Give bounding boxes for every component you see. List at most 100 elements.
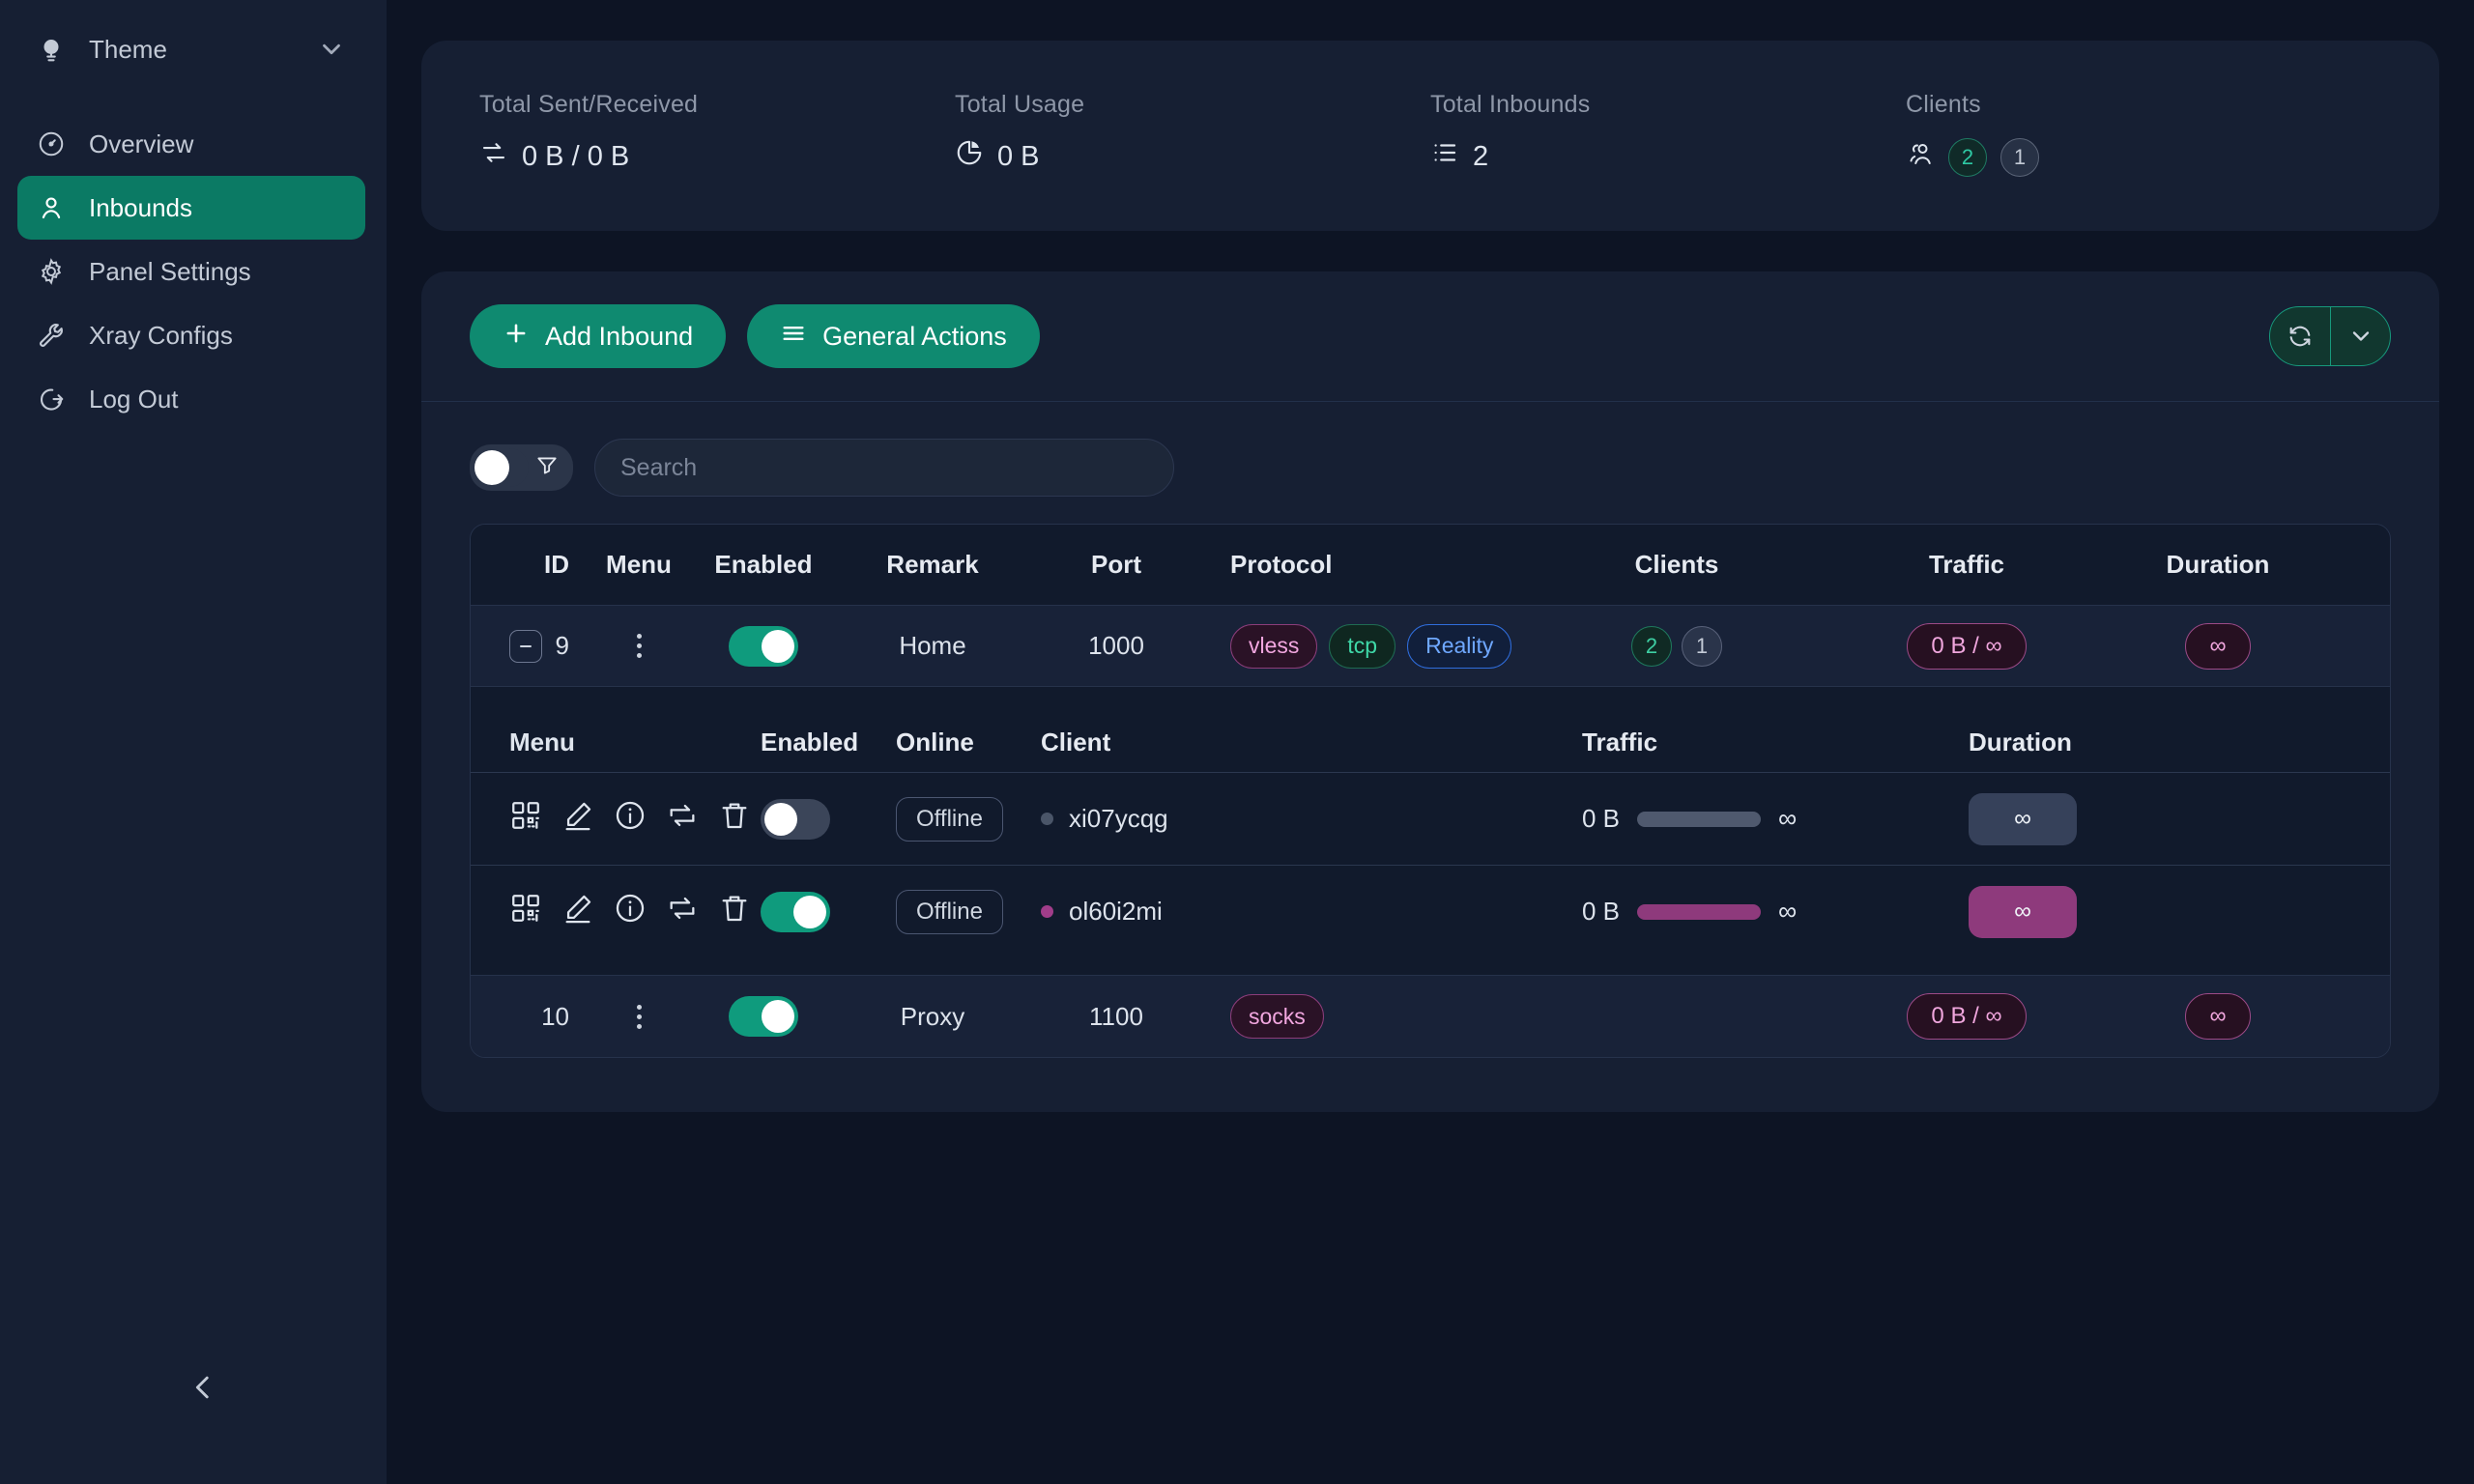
reset-icon[interactable]	[666, 892, 699, 931]
sidebar-item-panel-settings[interactable]: Panel Settings	[17, 240, 365, 303]
table-row[interactable]: 10 Proxy 1100 socks	[471, 976, 2390, 1057]
row-port: 1100	[1089, 1001, 1143, 1031]
row-enabled-cell	[691, 996, 836, 1037]
row-traffic-pill: 0 B / ∞	[1907, 622, 2027, 670]
column-header-port: Port	[1091, 550, 1141, 579]
client-duration-cell: ∞	[1969, 885, 2258, 938]
sidebar-item-xray-configs[interactable]: Xray Configs	[17, 303, 365, 367]
info-circle-icon[interactable]	[614, 799, 647, 839]
client-duration-cell: ∞	[1969, 792, 2258, 845]
sidebar-item-inbounds[interactable]: Inbounds	[17, 176, 365, 240]
client-enabled-cell	[761, 891, 896, 932]
client-row[interactable]: Offline ol60i2mi 0 B ∞	[471, 865, 2390, 957]
edit-pencil-icon[interactable]	[561, 799, 594, 839]
row-traffic-cell: 0 B / ∞	[1822, 622, 2112, 670]
client-status-dot	[1041, 813, 1053, 825]
sidebar: Theme Overview Inbounds Panel Settings	[0, 0, 387, 1484]
stat-value-wrap: 0 B / 0 B	[479, 138, 955, 175]
refresh-icon[interactable]	[2270, 307, 2330, 365]
stat-value-wrap: 2 1	[1906, 138, 2381, 177]
client-actions-cell	[509, 892, 761, 931]
pie-chart-icon	[955, 138, 984, 175]
refresh-dropdown-icon[interactable]	[2330, 307, 2390, 365]
info-circle-icon[interactable]	[614, 892, 647, 931]
sidebar-collapse-button[interactable]	[182, 1366, 224, 1409]
client-traffic-total: ∞	[1778, 897, 1798, 926]
delete-trash-icon[interactable]	[718, 892, 751, 931]
refresh-button-group	[2269, 306, 2391, 366]
kebab-menu-icon[interactable]	[587, 1004, 691, 1029]
client-traffic-bar	[1637, 811, 1762, 827]
minus-square-icon[interactable]	[508, 629, 542, 663]
add-inbound-button[interactable]: Add Inbound	[470, 304, 727, 368]
funnel-icon[interactable]	[534, 453, 560, 483]
stats-card: Total Sent/Received 0 B / 0 B Total Usag…	[421, 41, 2439, 231]
client-status-dot	[1041, 905, 1053, 918]
row-enabled-toggle[interactable]	[729, 625, 798, 667]
sub-table-header-row: Menu Enabled Online Client Traffic Durat…	[471, 712, 2390, 772]
sub-column-header-online: Online	[896, 727, 974, 756]
row-id-cell: 9	[471, 629, 587, 663]
filter-toggle-group[interactable]	[470, 444, 573, 491]
reset-icon[interactable]	[666, 799, 699, 839]
client-online-status: Offline	[896, 796, 1003, 842]
delete-trash-icon[interactable]	[718, 799, 751, 839]
client-traffic-total: ∞	[1778, 804, 1798, 833]
sub-column-header-menu: Menu	[509, 727, 575, 756]
sub-column-header-enabled: Enabled	[761, 727, 859, 756]
client-name-cell: xi07ycqg	[1041, 804, 1582, 834]
row-duration-cell: ∞	[2112, 622, 2324, 670]
client-duration-badge: ∞	[1969, 885, 2077, 938]
column-header-protocol: Protocol	[1230, 550, 1333, 579]
stat-label: Total Inbounds	[1430, 91, 1591, 118]
sidebar-item-label: Xray Configs	[89, 320, 233, 350]
client-enabled-toggle[interactable]	[761, 798, 830, 840]
client-sub-table: Menu Enabled Online Client Traffic Durat…	[471, 687, 2390, 976]
table-header-row: ID Menu Enabled Remark Port Protocol Cli…	[471, 525, 2390, 606]
kebab-menu-icon[interactable]	[587, 634, 691, 658]
client-traffic-bar	[1637, 903, 1762, 920]
protocol-tag: socks	[1230, 994, 1324, 1039]
client-row[interactable]: Offline xi07ycqg 0 B ∞	[471, 772, 2390, 865]
row-menu-cell	[587, 1004, 691, 1029]
sidebar-item-theme[interactable]: Theme	[17, 17, 365, 81]
client-online-cell: Offline	[896, 889, 1041, 934]
client-name: xi07ycqg	[1069, 804, 1168, 833]
row-remark: Proxy	[900, 1001, 965, 1031]
general-actions-button[interactable]: General Actions	[747, 304, 1040, 368]
edit-pencil-icon[interactable]	[561, 892, 594, 931]
add-inbound-label: Add Inbound	[545, 321, 694, 351]
stat-total-inbounds: Total Inbounds 2	[1430, 91, 1906, 177]
inbounds-table: ID Menu Enabled Remark Port Protocol Cli…	[470, 524, 2391, 1058]
filter-toggle-switch[interactable]	[473, 448, 529, 487]
users-icon	[1906, 139, 1935, 176]
qr-code-icon[interactable]	[509, 799, 542, 839]
sidebar-item-overview[interactable]: Overview	[17, 112, 365, 176]
sub-column-header-duration: Duration	[1969, 727, 2072, 756]
row-duration-cell: ∞	[2112, 993, 2324, 1040]
stat-label: Clients	[1906, 91, 1981, 118]
row-traffic-pill: 0 B / ∞	[1907, 993, 2027, 1040]
stat-value-wrap: 0 B	[955, 138, 1430, 175]
client-enabled-toggle[interactable]	[761, 891, 830, 932]
panel-toolbar: Add Inbound General Actions	[421, 271, 2439, 402]
sidebar-item-log-out[interactable]: Log Out	[17, 367, 365, 431]
row-id: 9	[555, 631, 569, 660]
stat-label: Total Usage	[955, 91, 1085, 118]
sub-column-header-client: Client	[1041, 727, 1111, 756]
search-input[interactable]	[594, 439, 1174, 497]
qr-code-icon[interactable]	[509, 892, 542, 931]
column-header-duration: Duration	[2166, 550, 2270, 579]
clients-active-badge: 2	[1948, 138, 1987, 177]
stat-total-usage: Total Usage 0 B	[955, 91, 1430, 177]
stat-value-wrap: 2	[1430, 138, 1906, 175]
table-row[interactable]: 9 Home 1000 vless tcp Real	[471, 606, 2390, 687]
stat-value: 0 B / 0 B	[522, 140, 630, 172]
chevron-down-icon[interactable]	[315, 33, 348, 66]
sidebar-item-label: Panel Settings	[89, 256, 251, 286]
gear-icon	[35, 255, 68, 288]
row-enabled-toggle[interactable]	[729, 996, 798, 1037]
main-content: Total Sent/Received 0 B / 0 B Total Usag…	[387, 0, 2474, 1484]
client-actions-cell	[509, 799, 761, 839]
